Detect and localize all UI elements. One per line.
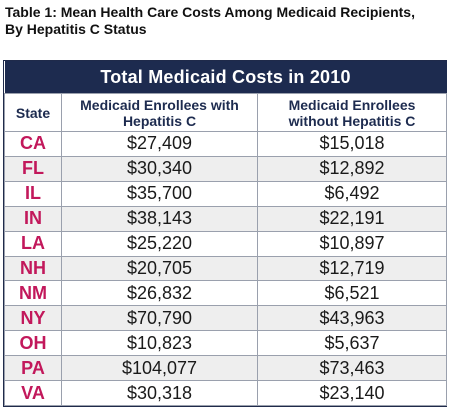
state-cell: NM — [4, 280, 62, 307]
cost-without-cell: $6,492 — [256, 180, 448, 207]
cost-with-cell: $20,705 — [61, 255, 258, 282]
table-row: LA $25,220 $10,897 — [4, 230, 448, 257]
caption-line-2: By Hepatitis C Status — [5, 21, 147, 37]
table-body: CA $27,409 $15,018 FL $30,340 $12,892 IL… — [4, 131, 448, 406]
cost-with-cell: $30,340 — [61, 155, 258, 182]
table-row: PA $104,077 $73,463 — [4, 355, 448, 382]
table-row: NM $26,832 $6,521 — [4, 280, 448, 307]
state-cell: CA — [4, 131, 62, 157]
cost-without-cell: $10,897 — [256, 230, 448, 257]
table-row: NH $20,705 $12,719 — [4, 255, 448, 282]
state-cell: IN — [4, 205, 62, 232]
header-state: State — [4, 93, 62, 132]
state-cell: PA — [4, 355, 62, 382]
table-title: Total Medicaid Costs in 2010 — [4, 61, 447, 94]
cost-without-cell: $12,892 — [256, 155, 448, 182]
cost-with-cell: $104,077 — [61, 355, 258, 382]
state-cell: IL — [4, 180, 62, 207]
state-cell: OH — [4, 330, 62, 357]
state-cell: LA — [4, 230, 62, 257]
cost-with-cell: $27,409 — [61, 131, 258, 157]
caption-line-1: Table 1: Mean Health Care Costs Among Me… — [5, 4, 415, 20]
cost-with-cell: $25,220 — [61, 230, 258, 257]
medicaid-costs-table: Total Medicaid Costs in 2010 State Medic… — [4, 61, 448, 406]
cost-with-cell: $10,823 — [61, 330, 258, 357]
table-row: VA $30,318 $23,140 — [4, 380, 448, 406]
table-row: OH $10,823 $5,637 — [4, 330, 448, 357]
cost-with-cell: $26,832 — [61, 280, 258, 307]
column-header-row: State Medicaid Enrollees with Hepatitis … — [4, 93, 448, 132]
state-cell: NH — [4, 255, 62, 282]
cost-without-cell: $5,637 — [256, 330, 448, 357]
table-row: IL $35,700 $6,492 — [4, 180, 448, 207]
cost-with-cell: $30,318 — [61, 380, 258, 406]
table-row: NY $70,790 $43,963 — [4, 305, 448, 332]
cost-without-cell: $15,018 — [256, 131, 448, 157]
cost-with-cell: $38,143 — [61, 205, 258, 232]
cost-with-cell: $70,790 — [61, 305, 258, 332]
table-caption: Table 1: Mean Health Care Costs Among Me… — [5, 4, 445, 38]
table-row: FL $30,340 $12,892 — [4, 155, 448, 182]
cost-without-cell: $6,521 — [256, 280, 448, 307]
state-cell: NY — [4, 305, 62, 332]
header-with-hepatitis-c: Medicaid Enrollees with Hepatitis C — [61, 93, 258, 132]
header-without-hepatitis-c: Medicaid Enrollees without Hepatitis C — [256, 93, 448, 132]
table-row: IN $38,143 $22,191 — [4, 205, 448, 232]
state-cell: FL — [4, 155, 62, 182]
state-cell: VA — [4, 380, 62, 406]
cost-with-cell: $35,700 — [61, 180, 258, 207]
cost-without-cell: $43,963 — [256, 305, 448, 332]
table-banner-row: Total Medicaid Costs in 2010 — [4, 61, 447, 94]
cost-without-cell: $73,463 — [256, 355, 448, 382]
cost-without-cell: $22,191 — [256, 205, 448, 232]
cost-without-cell: $23,140 — [256, 380, 448, 406]
cost-without-cell: $12,719 — [256, 255, 448, 282]
table-row: CA $27,409 $15,018 — [4, 131, 448, 157]
medicaid-costs-table-container: Total Medicaid Costs in 2010 State Medic… — [3, 60, 448, 407]
